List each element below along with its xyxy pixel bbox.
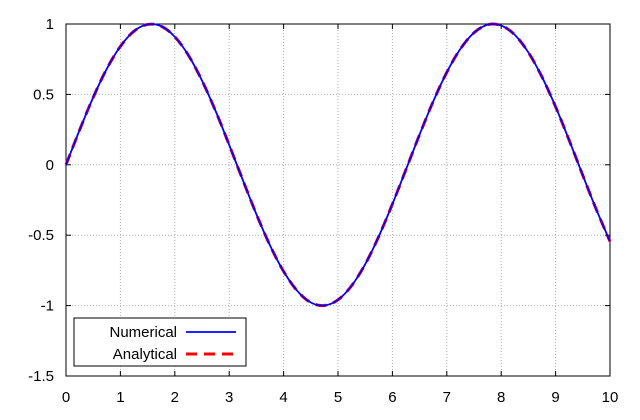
- y-tick-label: 0.5: [33, 86, 54, 103]
- series-layer: [64, 22, 612, 308]
- legend-box: [73, 317, 247, 367]
- x-tick-label: 7: [443, 389, 451, 406]
- y-tick-label: 0: [46, 157, 54, 174]
- x-tick-label: 0: [62, 389, 70, 406]
- x-tick-label: 4: [279, 389, 287, 406]
- x-tick-label: 10: [602, 389, 619, 406]
- x-tick-label: 2: [171, 389, 179, 406]
- y-tick-label: 1: [46, 16, 54, 33]
- series-line-numerical: [65, 23, 611, 307]
- x-axis: 0 1 2 3 4 5 6 7 8 9 10: [62, 24, 619, 406]
- y-tick-label: -0.5: [28, 227, 54, 244]
- y-tick-label: -1.5: [28, 368, 54, 385]
- legend-label-numerical: Numerical: [109, 324, 177, 341]
- x-tick-label: 6: [388, 389, 396, 406]
- x-tick-label: 9: [551, 389, 559, 406]
- y-tick-label: -1: [41, 298, 54, 315]
- legend-label-analytical: Analytical: [113, 346, 177, 363]
- x-tick-label: 5: [334, 389, 342, 406]
- legend: Numerical Analytical: [73, 317, 247, 367]
- x-tick-label: 1: [116, 389, 124, 406]
- x-tick-label: 8: [497, 389, 505, 406]
- y-axis: 1 0.5 0 -0.5 -1 -1.5: [28, 16, 610, 385]
- x-tick-label: 3: [225, 389, 233, 406]
- grid: [66, 24, 610, 376]
